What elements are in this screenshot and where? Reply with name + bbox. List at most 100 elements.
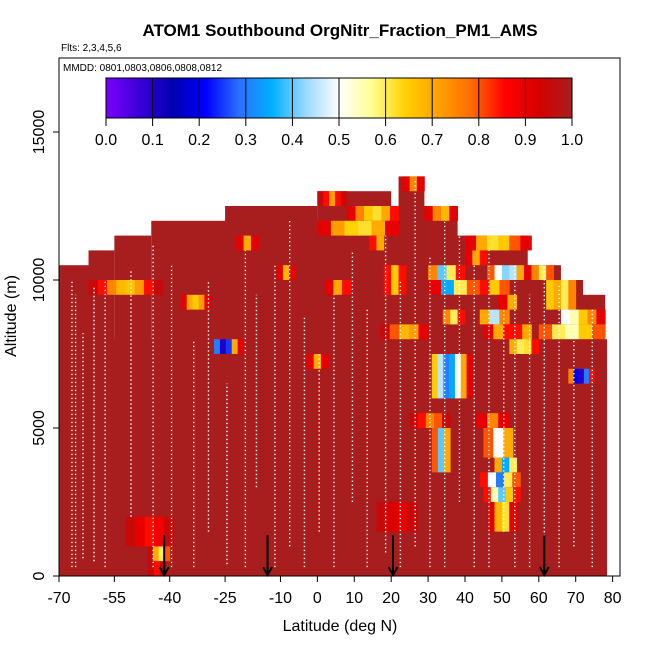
heatmap-cell <box>583 368 590 384</box>
heatmap-cell <box>522 324 532 340</box>
heatmap-cell <box>409 176 418 192</box>
heatmap-cell <box>125 280 136 295</box>
heatmap-cell <box>324 280 334 295</box>
heatmap-cell <box>479 250 488 266</box>
heatmap-cell <box>516 265 525 280</box>
heatmap-cell <box>454 354 462 399</box>
heatmap-cell <box>116 280 126 295</box>
heatmap-cell <box>383 265 392 295</box>
heatmap-cell <box>135 516 146 547</box>
heatmap-cell <box>504 472 513 488</box>
heatmap-cell <box>568 280 577 310</box>
heatmap-cell <box>531 339 540 354</box>
heatmap-cell <box>97 280 108 295</box>
heatmap-cell <box>357 220 372 236</box>
heatmap-cell <box>466 354 473 399</box>
heatmap-cell <box>489 309 500 325</box>
heatmap-cell <box>596 309 606 325</box>
colorbar-tick-label: 1.0 <box>561 132 583 149</box>
y-tick-label: 0 <box>31 571 48 580</box>
heatmap-cell <box>505 487 514 502</box>
heatmap-cell <box>408 324 419 340</box>
colorbar: 0.0 0.1 0.2 0.3 0.4 0.5 0.6 0.7 0.8 0.9 1.0 <box>95 77 583 149</box>
heatmap-cell <box>329 191 336 206</box>
heatmap-cell <box>417 176 425 192</box>
heatmap-cell <box>317 191 324 206</box>
heatmap-cell <box>512 472 521 488</box>
heatmap-cell <box>490 487 499 502</box>
heatmap-cell <box>573 368 580 384</box>
heatmap-cell <box>444 428 451 473</box>
heatmap-cell <box>476 235 488 251</box>
heatmap-cell <box>437 428 445 473</box>
colorbar-tick-label: 0.6 <box>374 132 396 149</box>
heatmap-cell <box>250 235 259 251</box>
heatmap-cell <box>552 324 566 340</box>
heatmap-cell <box>381 206 391 221</box>
heatmap-cell <box>389 206 399 221</box>
heatmap-cell <box>214 339 221 354</box>
heatmap-cell <box>455 265 466 280</box>
heatmap-cell <box>578 309 588 325</box>
flights-label: Flts: 2,3,4,5,6 <box>61 43 122 54</box>
heatmap-cell <box>546 265 554 280</box>
colorbar-tick-label: 0.1 <box>141 132 163 149</box>
heatmap-cell <box>402 176 411 192</box>
heatmap-cell <box>369 235 377 251</box>
heatmap-cell <box>509 265 518 280</box>
heatmap-cell <box>158 546 165 562</box>
heatmap-cell <box>483 324 494 340</box>
heatmap-cell <box>487 502 495 532</box>
heatmap-cell <box>333 280 343 295</box>
heatmap-cell <box>364 206 374 221</box>
arrow-head <box>387 566 399 578</box>
heatmap-cell <box>509 457 518 473</box>
x-tick-label: -25 <box>214 590 237 607</box>
heatmap-cell <box>569 309 580 325</box>
heatmap-cell <box>391 265 399 295</box>
heatmap-cell <box>449 354 456 399</box>
heatmap-cell <box>588 368 595 384</box>
heatmap-cell <box>289 265 296 280</box>
coverage-block <box>225 206 318 576</box>
x-tick-label: -10 <box>269 590 292 607</box>
heatmap-cell <box>276 265 284 280</box>
colorbar-tick-label: 0.5 <box>328 132 350 149</box>
heatmap-cell <box>503 324 514 340</box>
coverage-block <box>575 294 606 576</box>
heatmap-cell <box>306 354 315 369</box>
heatmap-cell <box>398 265 407 295</box>
heatmap-cell <box>159 561 167 576</box>
heatmap-cell <box>154 516 165 547</box>
heatmap-cell <box>192 294 199 310</box>
x-tick-label: 80 <box>604 590 622 607</box>
colorbar-tick-label: 0.8 <box>468 132 490 149</box>
heatmap-cell <box>355 206 365 221</box>
heatmap-cell <box>494 457 503 473</box>
chart-title: ATOM1 Southbound OrgNitr_Fraction_PM1_AM… <box>142 21 537 40</box>
heatmap-cell <box>409 413 419 428</box>
heatmap-cell <box>489 280 500 295</box>
heatmap-cell <box>443 354 450 399</box>
heatmap-cell <box>464 235 477 251</box>
heatmap-cell <box>440 206 450 221</box>
heatmap-cell <box>236 235 244 251</box>
heatmap-cell <box>431 354 438 399</box>
y-tick-label: 15000 <box>31 110 48 155</box>
heatmap-cell <box>538 324 553 340</box>
heatmap-cell <box>437 354 444 399</box>
arrow-head <box>262 566 273 578</box>
heatmap-cell <box>317 220 332 236</box>
plot-frame <box>58 57 621 577</box>
heatmap-cell <box>237 339 244 354</box>
heatmap-cell <box>147 546 154 562</box>
x-tick-label: -55 <box>103 590 126 607</box>
heatmap-cell <box>425 413 435 428</box>
colorbar-tick-label: 0.0 <box>95 132 117 149</box>
x-tick-label: -70 <box>47 590 70 607</box>
heatmap-cell <box>372 206 382 221</box>
x-axis: -70 -55 -40 -25 -10 0 10 20 30 40 50 60 70 80 <box>47 576 622 607</box>
heatmap-cell <box>341 280 351 295</box>
heatmap-cell <box>431 428 439 473</box>
heatmap-cell <box>499 280 510 295</box>
